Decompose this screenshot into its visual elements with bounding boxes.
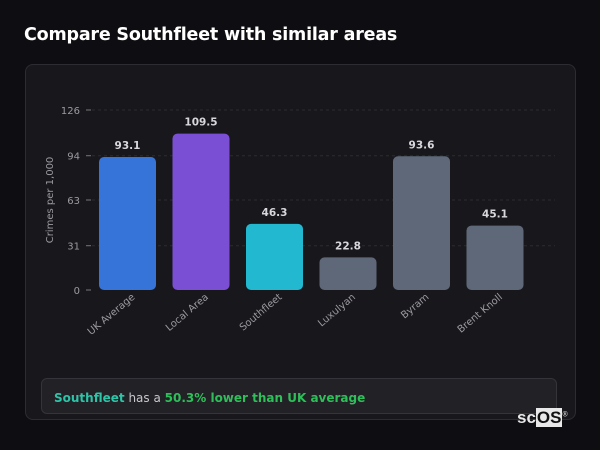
x-tick-label: Local Area (164, 292, 211, 334)
x-tick-label: UK Average (86, 292, 138, 338)
bar-local-area (172, 133, 230, 290)
page-title: Compare Southfleet with similar areas (24, 25, 398, 45)
data-label: 45.1 (482, 209, 508, 221)
bar-uk-average (99, 157, 156, 290)
y-tick-label: 0 (74, 286, 80, 297)
y-tick-label: 63 (67, 196, 80, 207)
bar-brent-knoll (466, 225, 524, 290)
summary-banner: Southfleet has a 50.3% lower than UK ave… (41, 378, 557, 414)
x-tick-label: Byram (399, 292, 431, 321)
bar-luxulyan (319, 257, 377, 290)
bar-byram (393, 156, 450, 290)
summary-text: has a (124, 391, 165, 405)
data-label: 109.5 (184, 117, 217, 129)
summary-comparison: 50.3% lower than UK average (164, 391, 366, 405)
bar-southfleet (246, 223, 303, 290)
y-tick-label: 31 (67, 242, 80, 253)
x-tick-label: Southfleet (238, 292, 285, 334)
data-label: 46.3 (262, 207, 288, 219)
y-tick-label: 94 (67, 152, 80, 163)
data-label: 22.8 (335, 240, 361, 252)
summary-area: Southfleet (54, 391, 125, 405)
data-label: 93.6 (409, 139, 435, 151)
data-label: 93.1 (115, 140, 141, 152)
y-axis-label: Crimes per 1,000 (45, 157, 56, 244)
scos-logo: scOS® (517, 408, 568, 427)
x-tick-label: Brent Knoll (456, 292, 505, 336)
y-tick-label: 126 (61, 106, 80, 117)
x-tick-label: Luxulyan (316, 292, 358, 329)
